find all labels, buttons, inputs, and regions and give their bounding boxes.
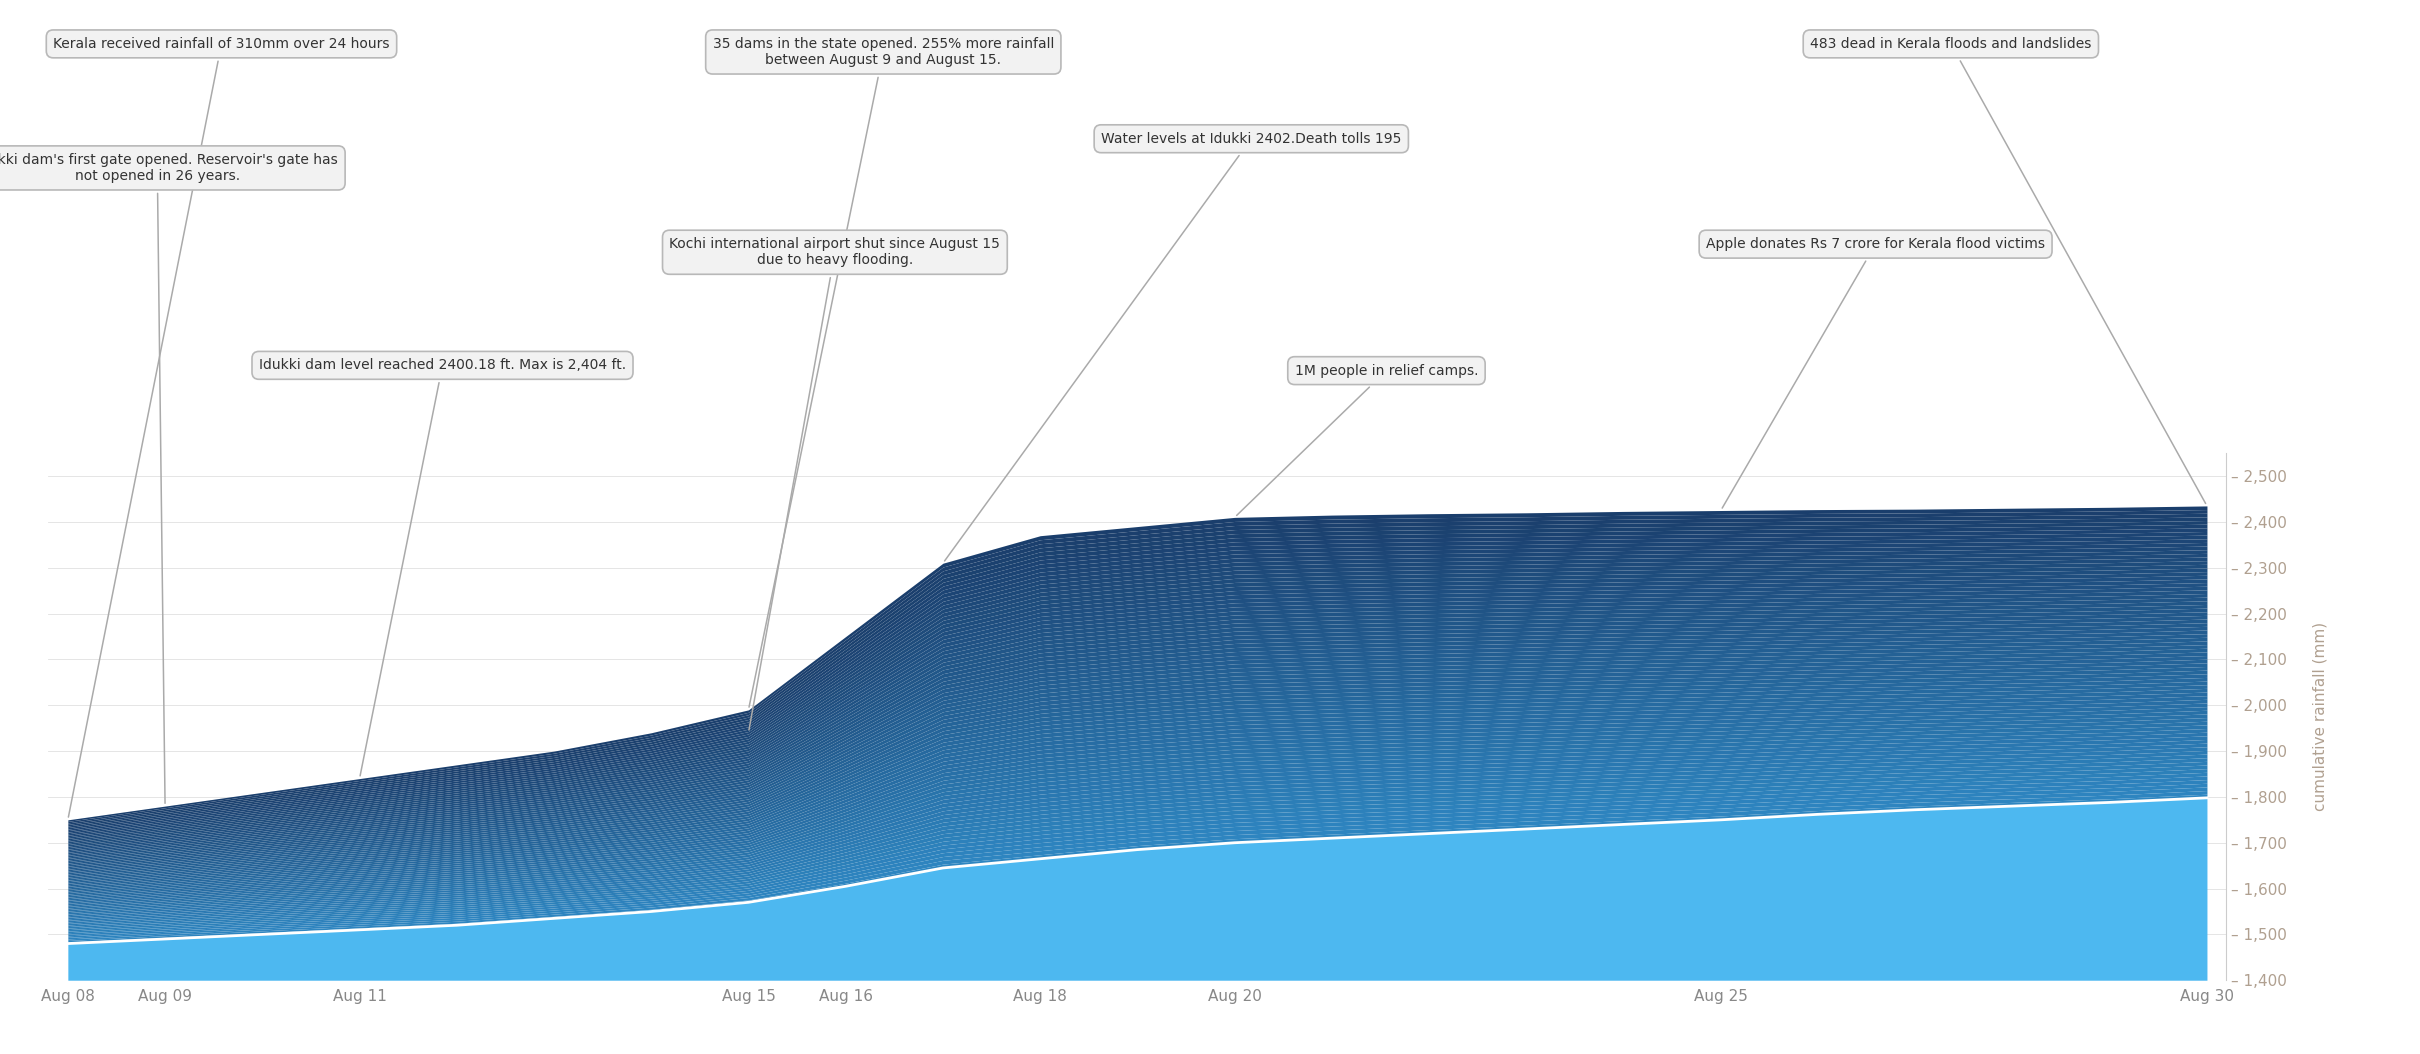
Text: 35 dams in the state opened. 255% more rainfall
between August 9 and August 15.: 35 dams in the state opened. 255% more r… <box>711 37 1055 707</box>
Text: Apple donates Rs 7 crore for Kerala flood victims: Apple donates Rs 7 crore for Kerala floo… <box>1706 237 2045 508</box>
Text: 1M people in relief camps.: 1M people in relief camps. <box>1237 364 1479 515</box>
Text: 483 dead in Kerala floods and landslides: 483 dead in Kerala floods and landslides <box>1810 37 2205 504</box>
Text: Idukki dam's first gate opened. Reservoir's gate has
not opened in 26 years.: Idukki dam's first gate opened. Reservoi… <box>0 153 339 803</box>
Text: Idukki dam level reached 2400.18 ft. Max is 2,404 ft.: Idukki dam level reached 2400.18 ft. Max… <box>259 358 627 776</box>
Text: Kochi international airport shut since August 15
due to heavy flooding.: Kochi international airport shut since A… <box>670 237 999 730</box>
Text: Water levels at Idukki 2402.Death tolls 195: Water levels at Idukki 2402.Death tolls … <box>944 132 1401 561</box>
Y-axis label: cumulative rainfall (mm): cumulative rainfall (mm) <box>2311 622 2328 812</box>
Text: Kerala received rainfall of 310mm over 24 hours: Kerala received rainfall of 310mm over 2… <box>53 37 390 817</box>
